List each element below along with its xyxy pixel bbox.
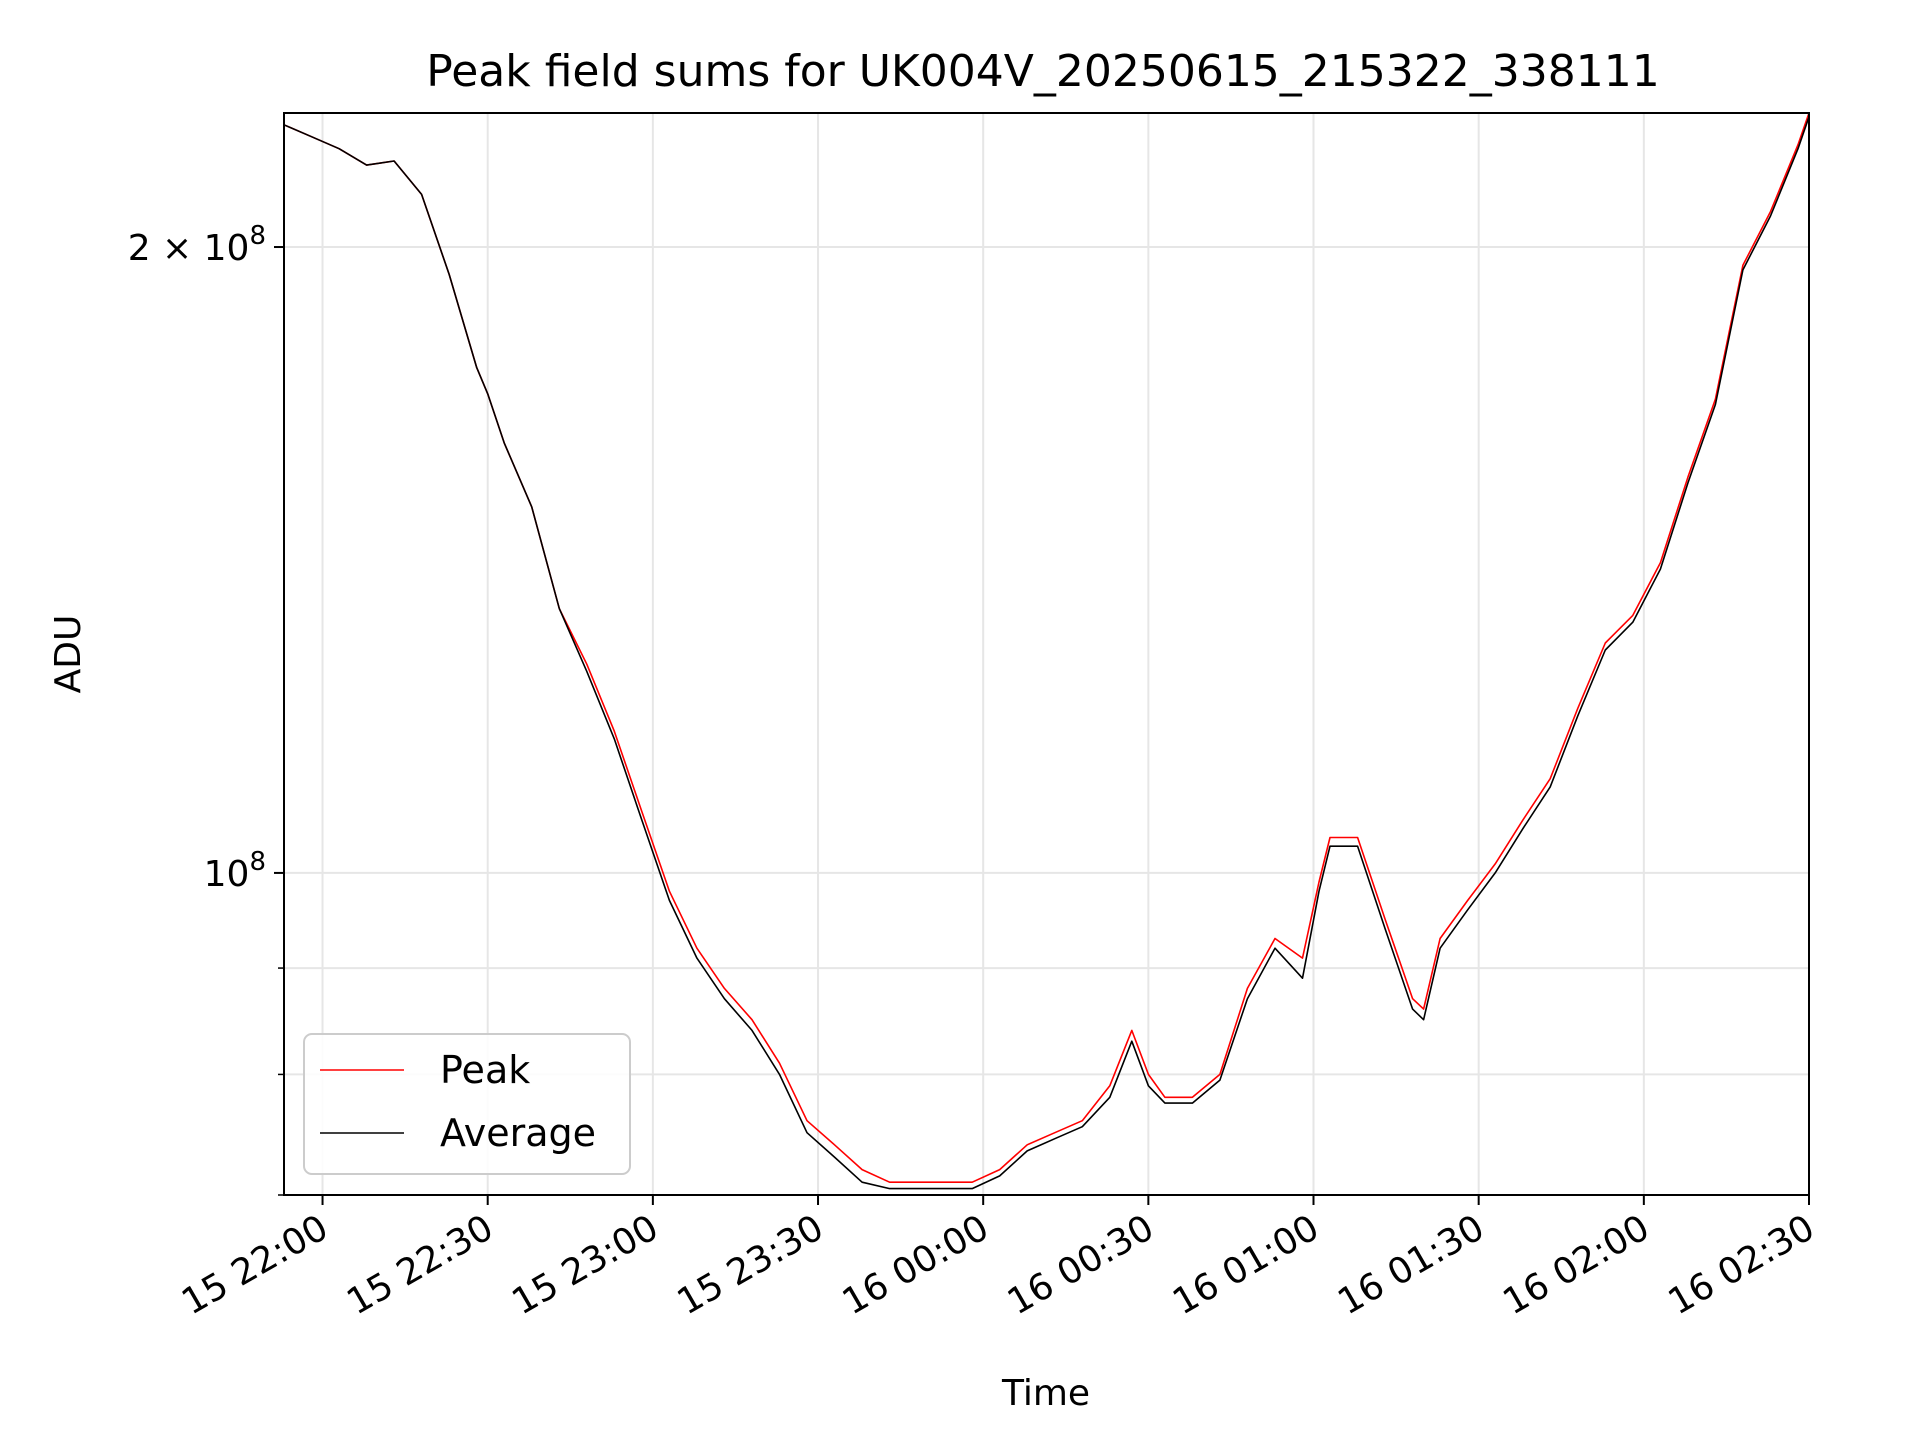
x-tick-label: 16 01:00 (1166, 1207, 1326, 1323)
plot-frame (283, 112, 1810, 1196)
series-layer (283, 112, 1810, 1190)
legend-label-average: Average (440, 1111, 596, 1155)
series-line-peak (283, 112, 1810, 1183)
x-tick-label: 15 22:30 (340, 1207, 500, 1323)
chart-title: Peak field sums for UK004V_20250615_2153… (426, 46, 1659, 97)
x-tick-label: 15 22:00 (175, 1207, 335, 1323)
legend: Peak Average (303, 1033, 631, 1175)
x-tick-label: 15 23:00 (505, 1207, 665, 1323)
y-tick-label: 108 (204, 847, 266, 895)
series-line-average (283, 116, 1810, 1190)
y-axis-ticks: 2 × 108 108 (128, 221, 284, 1196)
x-axis-label: Time (1001, 1373, 1090, 1414)
legend-box (303, 1033, 631, 1175)
x-axis-ticks: 15 22:00 15 22:30 15 23:00 15 23:30 16 00:00… (175, 1195, 1822, 1323)
x-tick-label: 16 00:00 (836, 1207, 996, 1323)
grid (284, 113, 1810, 1196)
y-tick-label: 2 × 108 (128, 221, 266, 269)
x-tick-label: 16 01:30 (1331, 1207, 1491, 1323)
x-tick-label: 15 23:30 (671, 1207, 831, 1323)
x-tick-label: 16 02:30 (1662, 1207, 1822, 1323)
x-tick-label: 16 02:00 (1496, 1207, 1656, 1323)
y-axis-label: ADU (48, 615, 89, 694)
x-tick-label: 16 00:30 (1001, 1207, 1161, 1323)
legend-label-peak: Peak (440, 1048, 530, 1092)
